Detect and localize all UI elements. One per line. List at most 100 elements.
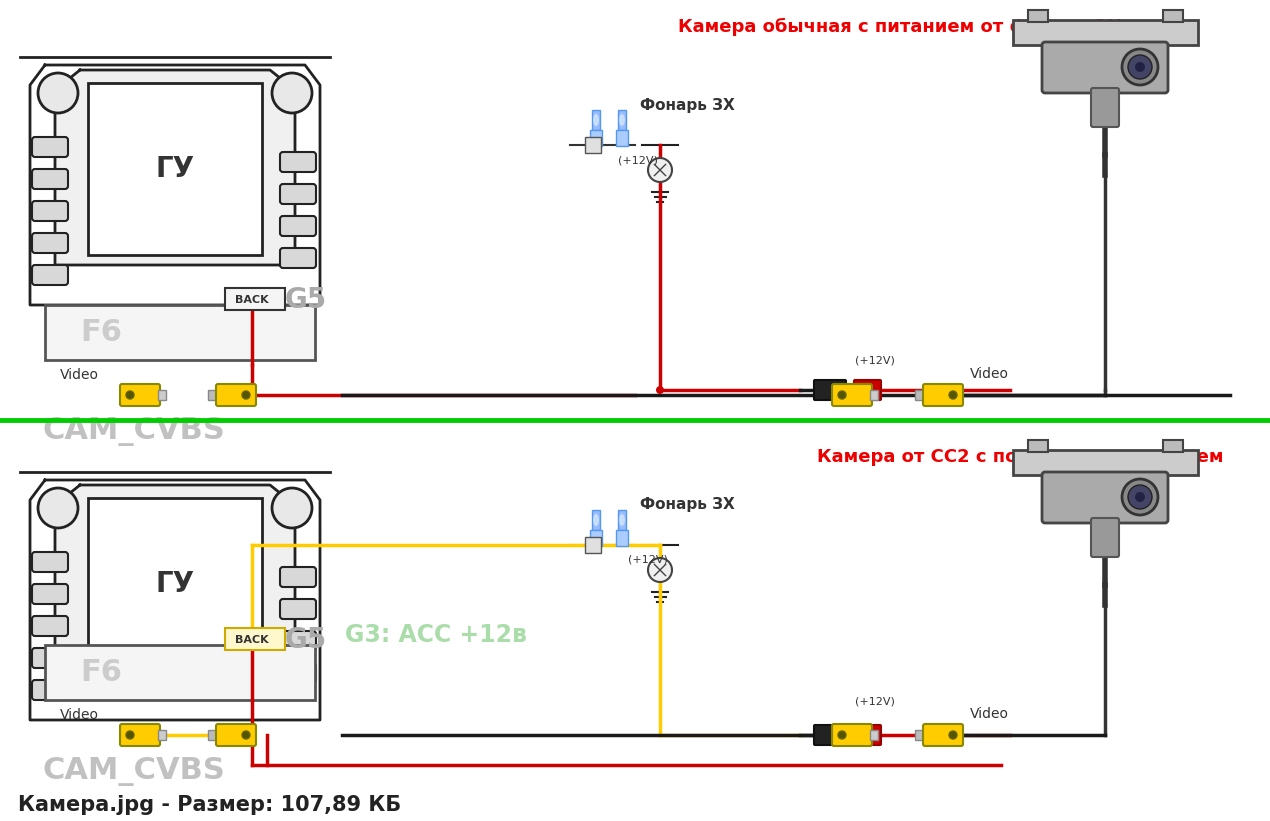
Bar [44,305,315,360]
Polygon shape [55,485,295,680]
Circle shape [1135,492,1146,502]
Text: Камера обычная с питанием от фонаря ЗХ: Камера обычная с питанием от фонаря ЗХ [678,18,1121,36]
FancyBboxPatch shape [119,384,160,406]
Text: G5: G5 [284,626,328,654]
FancyBboxPatch shape [853,725,881,745]
Bar [914,390,925,400]
Circle shape [1128,55,1152,79]
Text: G5: G5 [284,286,328,314]
FancyBboxPatch shape [32,552,69,572]
Text: ГУ: ГУ [155,155,194,183]
FancyBboxPatch shape [279,248,316,268]
Bar [870,730,878,740]
Bar [592,510,599,530]
FancyBboxPatch shape [216,384,257,406]
Text: Фонарь ЗХ: Фонарь ЗХ [640,98,735,112]
Circle shape [126,391,135,399]
Text: F6: F6 [80,318,122,347]
Bar [208,390,218,400]
FancyBboxPatch shape [1041,472,1168,523]
Circle shape [838,731,846,739]
FancyBboxPatch shape [32,648,69,668]
Bar [591,530,602,546]
Circle shape [243,731,250,739]
Bar [591,130,602,146]
FancyBboxPatch shape [32,680,69,700]
FancyBboxPatch shape [119,724,160,746]
FancyBboxPatch shape [279,663,316,683]
Text: BACK: BACK [235,295,269,305]
Bar [914,730,925,740]
Text: BACK: BACK [235,635,269,645]
Text: Фонарь ЗХ: Фонарь ЗХ [640,498,735,512]
Bar [616,130,627,146]
FancyBboxPatch shape [32,169,69,189]
Bar [1162,440,1182,452]
Text: Камера.jpg - Размер: 107,89 КБ: Камера.jpg - Размер: 107,89 КБ [18,795,401,815]
Bar [225,288,284,310]
Text: CAM_CVBS: CAM_CVBS [43,757,226,786]
FancyBboxPatch shape [1091,518,1119,557]
FancyBboxPatch shape [32,584,69,604]
Polygon shape [55,70,295,265]
FancyBboxPatch shape [32,201,69,221]
FancyBboxPatch shape [32,137,69,157]
FancyBboxPatch shape [832,384,872,406]
Circle shape [949,391,958,399]
Circle shape [1121,479,1158,515]
Circle shape [1128,485,1152,509]
Circle shape [1121,49,1158,85]
Bar [585,537,601,553]
FancyBboxPatch shape [279,567,316,587]
Circle shape [949,731,958,739]
Bar [585,137,601,153]
Ellipse shape [618,114,625,126]
FancyBboxPatch shape [32,616,69,636]
Text: (+12V): (+12V) [629,555,668,565]
FancyBboxPatch shape [32,233,69,253]
Circle shape [243,391,250,399]
FancyBboxPatch shape [814,725,846,745]
Bar [88,498,262,670]
Bar [616,530,627,546]
Circle shape [1135,62,1146,72]
Text: Video: Video [60,708,99,722]
Bar [225,628,284,650]
Ellipse shape [593,514,599,526]
Circle shape [38,73,77,113]
Text: F6: F6 [80,658,122,687]
FancyBboxPatch shape [923,724,963,746]
FancyBboxPatch shape [32,265,69,285]
Bar [870,390,878,400]
FancyBboxPatch shape [1041,42,1168,93]
Text: Камера от СС2 с постоянным питанием: Камера от СС2 с постоянным питанием [817,448,1223,466]
Bar [1027,440,1048,452]
FancyBboxPatch shape [279,599,316,619]
Circle shape [272,73,312,113]
Text: (+12V): (+12V) [618,155,658,165]
Circle shape [648,558,672,582]
Bar [1012,20,1198,45]
Ellipse shape [618,514,625,526]
Bar [44,645,315,700]
Bar [157,390,166,400]
Text: (+12V): (+12V) [855,697,895,707]
FancyBboxPatch shape [216,724,257,746]
Circle shape [272,488,312,528]
FancyBboxPatch shape [853,380,881,400]
Circle shape [838,391,846,399]
Bar [1162,10,1182,22]
FancyBboxPatch shape [814,380,846,400]
Circle shape [657,386,664,394]
FancyBboxPatch shape [279,184,316,204]
Text: CAM_CVBS: CAM_CVBS [43,417,226,446]
Circle shape [648,158,672,182]
Bar [1012,450,1198,475]
FancyBboxPatch shape [1091,88,1119,127]
Ellipse shape [593,114,599,126]
Bar [618,510,626,530]
Text: Video: Video [970,367,1008,381]
Circle shape [126,731,135,739]
FancyBboxPatch shape [279,631,316,651]
Bar [1027,10,1048,22]
